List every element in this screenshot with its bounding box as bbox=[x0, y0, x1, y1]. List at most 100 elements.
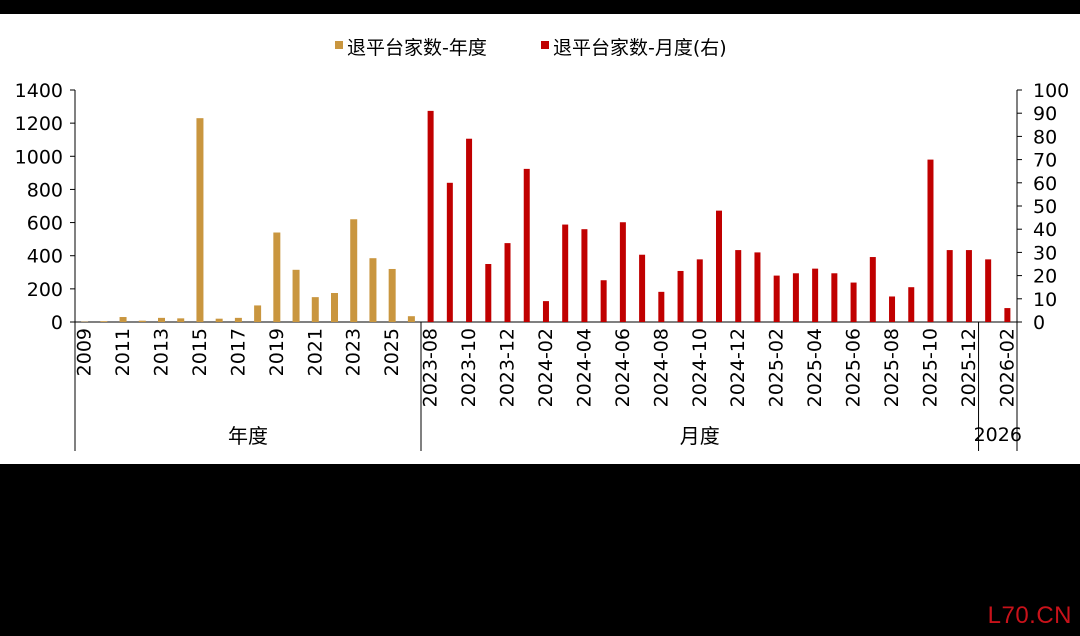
annual-bar-2019 bbox=[273, 232, 281, 322]
y-right-tick-label: 70 bbox=[1033, 150, 1057, 172]
monthly-bar-2024-05 bbox=[600, 280, 607, 322]
x-tick-label: 2025-02 bbox=[766, 328, 788, 407]
monthly-bar-2024-04 bbox=[581, 229, 588, 322]
annual-bar-2020 bbox=[292, 269, 300, 322]
monthly-bar-2026-01 bbox=[985, 259, 992, 322]
x-tick-label: 2021 bbox=[304, 328, 326, 376]
x-tick-label: 2025-04 bbox=[804, 328, 826, 407]
annual-bar-2022 bbox=[331, 293, 338, 322]
annual-bar-2016 bbox=[215, 318, 223, 322]
y-right-tick-label: 100 bbox=[1033, 80, 1069, 102]
monthly-bar-2025-05 bbox=[831, 273, 838, 322]
legend-label: 退平台家数-月度(右) bbox=[553, 37, 727, 59]
y-left-tick-label: 800 bbox=[27, 179, 63, 201]
monthly-bar-2023-11 bbox=[485, 264, 492, 322]
monthly-bar-2024-08 bbox=[658, 291, 665, 322]
annual-bar-2018 bbox=[254, 305, 262, 322]
monthly-bar-2025-04 bbox=[812, 268, 819, 322]
monthly-bar-2023-12 bbox=[504, 243, 511, 322]
x-tick-label: 2024-06 bbox=[612, 328, 634, 407]
annual-bar-2017 bbox=[234, 317, 242, 322]
annual-bar-2024 bbox=[369, 258, 377, 322]
y-left-tick-label: 200 bbox=[27, 279, 63, 301]
x-tick-label: 2024-12 bbox=[727, 328, 749, 407]
monthly-bar-2025-06 bbox=[850, 282, 857, 322]
y-left-tick-label: 0 bbox=[51, 312, 63, 334]
y-right-tick-label: 50 bbox=[1033, 196, 1057, 218]
monthly-bar-2025-08 bbox=[889, 296, 896, 322]
monthly-bar-2023-09 bbox=[446, 182, 453, 322]
y-left-tick-label: 1400 bbox=[15, 80, 63, 102]
group-label-monthly: 月度 bbox=[680, 424, 720, 448]
watermark: L70.CN bbox=[987, 602, 1072, 629]
y-right-tick-label: 30 bbox=[1033, 242, 1057, 264]
annual-bar-2014 bbox=[177, 318, 185, 322]
annual-bar-2015 bbox=[196, 118, 204, 323]
x-tick-label: 2019 bbox=[266, 328, 288, 376]
y-right-tick-label: 80 bbox=[1033, 126, 1057, 148]
x-tick-label: 2011 bbox=[112, 328, 134, 376]
monthly-bar-2024-10 bbox=[696, 259, 703, 322]
y-right-tick-label: 60 bbox=[1033, 173, 1057, 195]
y-left-tick-label: 400 bbox=[27, 246, 63, 268]
monthly-bar-2025-11 bbox=[946, 250, 953, 322]
group-label-annual: 年度 bbox=[228, 424, 268, 448]
y-left-tick-label: 1000 bbox=[15, 146, 63, 168]
monthly-bar-2024-11 bbox=[716, 210, 722, 322]
y-right-tick-label: 20 bbox=[1033, 266, 1057, 288]
monthly-bar-2025-03 bbox=[792, 273, 799, 322]
y-right-tick-label: 40 bbox=[1033, 219, 1057, 241]
x-tick-label: 2013 bbox=[151, 328, 173, 376]
monthly-bar-2025-02 bbox=[773, 275, 780, 322]
monthly-bar-2025-01 bbox=[754, 252, 761, 322]
annual-bar-2021 bbox=[311, 297, 319, 322]
annual-bar-2012 bbox=[138, 320, 146, 322]
x-tick-label: 2023-08 bbox=[420, 328, 442, 407]
x-tick-label: 2025-12 bbox=[958, 328, 980, 407]
legend-swatch bbox=[335, 41, 343, 49]
monthly-bar-2023-10 bbox=[466, 138, 473, 322]
chart: 退平台家数-年度 退平台家数-月度(右)020040060080010001200… bbox=[15, 37, 1069, 451]
monthly-bar-2025-12 bbox=[965, 250, 972, 322]
x-tick-label: 2025-08 bbox=[881, 328, 903, 407]
monthly-bar-2024-03 bbox=[562, 224, 569, 322]
x-tick-label: 2025 bbox=[381, 328, 403, 376]
x-tick-label: 2025-10 bbox=[919, 328, 941, 407]
monthly-bar-2024-09 bbox=[677, 270, 684, 322]
annual-bar-2010 bbox=[100, 321, 108, 322]
x-tick-label: 2025-06 bbox=[843, 328, 865, 407]
legend-swatch bbox=[541, 41, 549, 49]
annual-bar-2013 bbox=[158, 317, 165, 322]
monthly-bar-2024-01 bbox=[523, 168, 530, 322]
monthly-bar-2024-07 bbox=[639, 254, 646, 322]
x-tick-label: 2009 bbox=[74, 328, 96, 376]
top-bar bbox=[0, 0, 1080, 14]
y-right-tick-label: 10 bbox=[1033, 289, 1057, 311]
legend-label: 退平台家数-年度 bbox=[347, 37, 487, 59]
x-tick-label: 2023 bbox=[343, 328, 365, 376]
x-tick-label: 2026-02 bbox=[996, 328, 1018, 407]
monthly-bar-2024-12 bbox=[735, 250, 742, 322]
annual-bar-2025 bbox=[388, 268, 396, 322]
group-label-2026: 2026 bbox=[974, 424, 1022, 446]
annual-bar-2011 bbox=[119, 317, 127, 322]
y-right-tick-label: 90 bbox=[1033, 103, 1057, 125]
monthly-bar-2024-02 bbox=[542, 301, 549, 322]
y-left-tick-label: 1200 bbox=[15, 113, 63, 135]
x-tick-label: 2015 bbox=[189, 328, 211, 376]
y-left-tick-label: 600 bbox=[27, 213, 63, 235]
x-tick-label: 2023-12 bbox=[497, 328, 519, 407]
x-tick-label: 2024-08 bbox=[650, 328, 672, 407]
x-tick-label: 2024-10 bbox=[689, 328, 711, 407]
annual-bar-2026 bbox=[407, 316, 415, 322]
annual-bar-2023 bbox=[350, 219, 358, 322]
y-right-tick-label: 0 bbox=[1033, 312, 1045, 334]
x-tick-label: 2024-02 bbox=[535, 328, 557, 407]
monthly-bar-2025-07 bbox=[869, 257, 876, 322]
x-tick-label: 2017 bbox=[227, 328, 249, 376]
monthly-bar-2024-06 bbox=[619, 222, 626, 322]
monthly-bar-2025-10 bbox=[927, 159, 934, 322]
monthly-bar-2023-08 bbox=[427, 110, 434, 322]
monthly-bar-2025-09 bbox=[908, 287, 915, 322]
chart-panel: 退平台家数-年度 退平台家数-月度(右) 0 200 400 600 800 1000 1200… bbox=[0, 14, 1080, 464]
